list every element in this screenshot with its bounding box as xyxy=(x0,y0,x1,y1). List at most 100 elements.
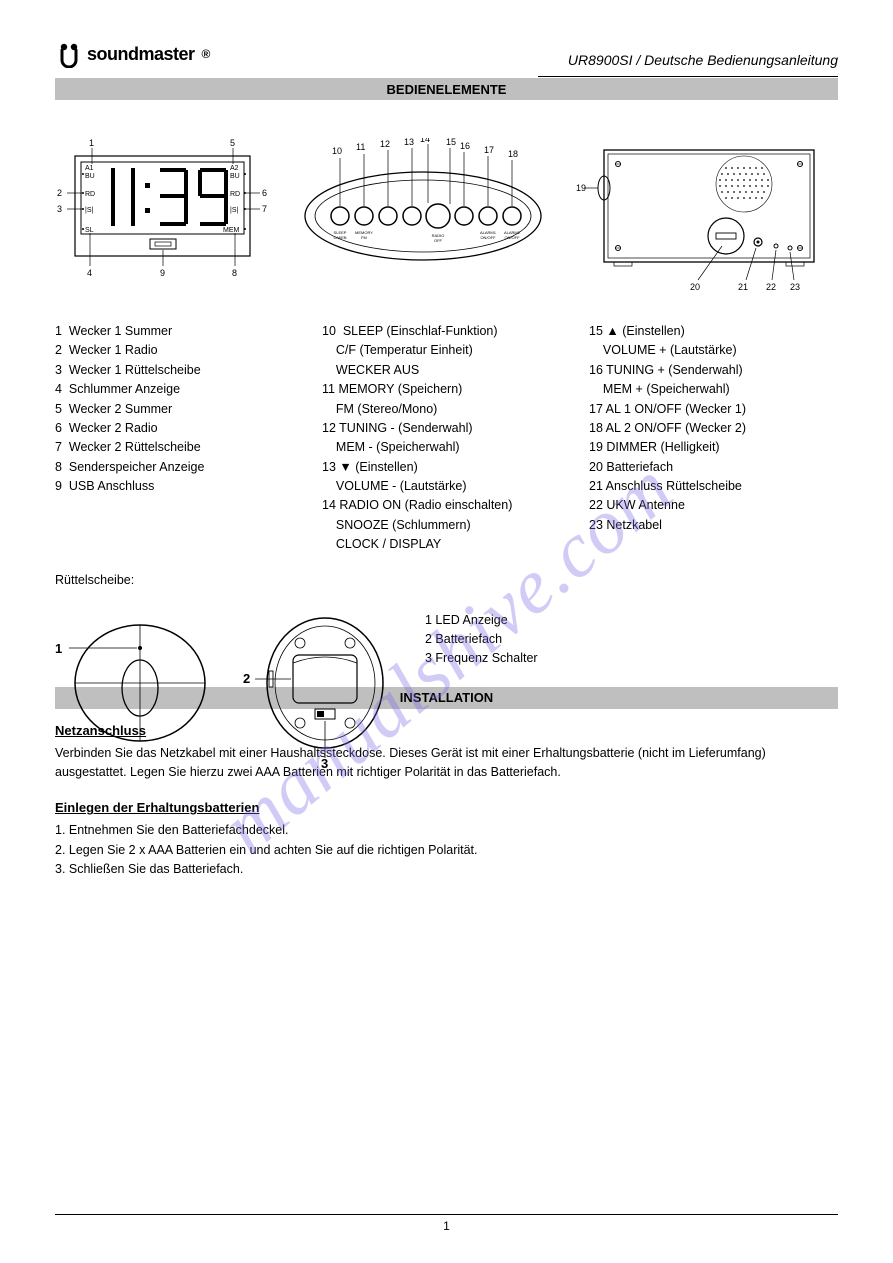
svg-text:|S|: |S| xyxy=(230,207,238,214)
label-item: 6 Wecker 2 Radio xyxy=(55,419,304,438)
svg-text:21: 21 xyxy=(738,282,748,292)
shaker-title: Rüttelscheibe: xyxy=(55,573,838,587)
label-item: 15 ▲ (Einstellen) xyxy=(589,322,838,341)
label-item: 9 USB Anschluss xyxy=(55,477,304,496)
label-item: 5 Wecker 2 Summer xyxy=(55,400,304,419)
paragraph-power: Verbinden Sie das Netzkabel mit einer Ha… xyxy=(55,744,838,783)
label-item: 16 TUNING + (Senderwahl) xyxy=(589,361,838,380)
label-item: 8 Senderspeicher Anzeige xyxy=(55,458,304,477)
svg-text:RD: RD xyxy=(230,191,240,198)
label-item: 7 Wecker 2 Rüttelscheibe xyxy=(55,438,304,457)
svg-text:23: 23 xyxy=(790,282,800,292)
svg-text:19: 19 xyxy=(576,183,586,193)
svg-text:BU: BU xyxy=(85,173,95,180)
svg-text:13: 13 xyxy=(404,138,414,147)
label-item: 11 MEMORY (Speichern) xyxy=(322,380,571,399)
section-title: BEDIENELEMENTE xyxy=(387,82,507,97)
label-item: 20 Batteriefach xyxy=(589,458,838,477)
install-step: 1. Entnehmen Sie den Batteriefachdeckel. xyxy=(55,821,838,840)
label-item: 4 Schlummer Anzeige xyxy=(55,380,304,399)
subhead-batteries: Einlegen der Erhaltungsbatterien xyxy=(55,800,838,815)
svg-text:5: 5 xyxy=(230,138,235,148)
svg-text:15: 15 xyxy=(446,138,456,147)
figure-top-oval: SLEEPC/WEB MEMORYFM RADIOOFF ALARM1ON/OF… xyxy=(298,138,548,278)
labels-col-2: 10 SLEEP (Einschlaf-Funktion) C/F (Tempe… xyxy=(322,322,571,555)
labels-grid: 1 Wecker 1 Summer 2 Wecker 1 Radio 3 Wec… xyxy=(55,322,838,555)
figure-back-panel: 19 20 21 22 23 xyxy=(576,138,826,298)
svg-text:RD: RD xyxy=(85,191,95,198)
label-item: 13 ▼ (Einstellen) xyxy=(322,458,571,477)
svg-text:8: 8 xyxy=(232,268,237,278)
svg-text:22: 22 xyxy=(766,282,776,292)
label-item: 3 Wecker 1 Rüttelscheibe xyxy=(55,361,304,380)
svg-text:2: 2 xyxy=(243,671,250,686)
svg-text:10: 10 xyxy=(332,146,342,156)
label-item: 10 SLEEP (Einschlaf-Funktion) xyxy=(322,322,571,341)
svg-text:12: 12 xyxy=(380,139,390,149)
svg-text:SL: SL xyxy=(85,227,94,234)
label-item: WECKER AUS xyxy=(322,361,571,380)
shaker-label-item: 1 LED Anzeige xyxy=(425,611,838,630)
label-item: 18 AL 2 ON/OFF (Wecker 2) xyxy=(589,419,838,438)
page-number: 1 xyxy=(443,1219,450,1233)
svg-text:BU: BU xyxy=(230,173,240,180)
labels-col-1: 1 Wecker 1 Summer 2 Wecker 1 Radio 3 Wec… xyxy=(55,322,304,555)
label-item: MEM - (Speicherwahl) xyxy=(322,438,571,457)
install-step: 3. Schließen Sie das Batteriefach. xyxy=(55,860,838,879)
label-item: 2 Wecker 1 Radio xyxy=(55,341,304,360)
label-item: 1 Wecker 1 Summer xyxy=(55,322,304,341)
shaker-label-item: 2 Batteriefach xyxy=(425,630,838,649)
svg-text:3: 3 xyxy=(57,204,62,214)
label-item: CLOCK / DISPLAY xyxy=(322,535,571,554)
figure-row: A1 BU RD |S| SL A2 BU RD |S| MEM xyxy=(55,138,838,298)
svg-text:A2: A2 xyxy=(230,165,239,172)
label-item: 12 TUNING - (Senderwahl) xyxy=(322,419,571,438)
label-item: 19 DIMMER (Helligkeit) xyxy=(589,438,838,457)
svg-text:18: 18 xyxy=(508,149,518,159)
brand-logo: soundmaster ® xyxy=(55,40,210,68)
svg-text:ON/OFF: ON/OFF xyxy=(480,235,496,240)
svg-text:9: 9 xyxy=(160,268,165,278)
label-item: C/F (Temperatur Einheit) xyxy=(322,341,571,360)
svg-text:MEM: MEM xyxy=(223,227,240,234)
svg-text:11: 11 xyxy=(356,142,365,152)
logo-mark-icon xyxy=(55,40,83,68)
svg-text:16: 16 xyxy=(460,141,470,151)
figure-front-display: A1 BU RD |S| SL A2 BU RD |S| MEM xyxy=(55,138,270,298)
svg-text:7: 7 xyxy=(262,204,267,214)
labels-col-3: 15 ▲ (Einstellen) VOLUME + (Lautstärke) … xyxy=(589,322,838,555)
label-item: VOLUME - (Lautstärke) xyxy=(322,477,571,496)
svg-text:ON/OFF: ON/OFF xyxy=(504,235,520,240)
svg-text:2: 2 xyxy=(57,188,62,198)
label-item: 22 UKW Antenne xyxy=(589,496,838,515)
page-footer: 1 xyxy=(55,1214,838,1233)
svg-text:14: 14 xyxy=(420,138,430,144)
label-item: MEM + (Speicherwahl) xyxy=(589,380,838,399)
brand-name: soundmaster xyxy=(87,44,195,65)
svg-text:OFF: OFF xyxy=(434,238,443,243)
svg-text:20: 20 xyxy=(690,282,700,292)
shaker-labels: 1 LED Anzeige 2 Batteriefach 3 Frequenz … xyxy=(425,611,838,669)
label-item: FM (Stereo/Mono) xyxy=(322,400,571,419)
svg-text:4: 4 xyxy=(87,268,92,278)
shaker-label-item: 3 Frequenz Schalter xyxy=(425,649,838,668)
svg-text:A1: A1 xyxy=(85,165,94,172)
section-bar-controls: BEDIENELEMENTE xyxy=(55,78,838,100)
svg-text:1: 1 xyxy=(55,641,62,656)
label-item: SNOOZE (Schlummern) xyxy=(322,516,571,535)
svg-text:6: 6 xyxy=(262,188,267,198)
label-item: 17 AL 1 ON/OFF (Wecker 1) xyxy=(589,400,838,419)
label-item: VOLUME + (Lautstärke) xyxy=(589,341,838,360)
registered-mark: ® xyxy=(202,47,211,61)
svg-text:FM: FM xyxy=(361,235,367,240)
paragraph-batteries: 1. Entnehmen Sie den Batteriefachdeckel.… xyxy=(55,821,838,879)
label-item: 21 Anschluss Rüttelscheibe xyxy=(589,477,838,496)
model-line: UR8900SI / Deutsche Bedienungsanleitung xyxy=(568,52,838,68)
header-rule xyxy=(538,76,838,77)
section-title: INSTALLATION xyxy=(400,690,493,705)
svg-text:1: 1 xyxy=(89,138,94,148)
svg-text:17: 17 xyxy=(484,145,494,155)
svg-text:|S|: |S| xyxy=(85,207,93,214)
label-item: 23 Netzkabel xyxy=(589,516,838,535)
svg-text:C/WEB: C/WEB xyxy=(333,235,346,240)
